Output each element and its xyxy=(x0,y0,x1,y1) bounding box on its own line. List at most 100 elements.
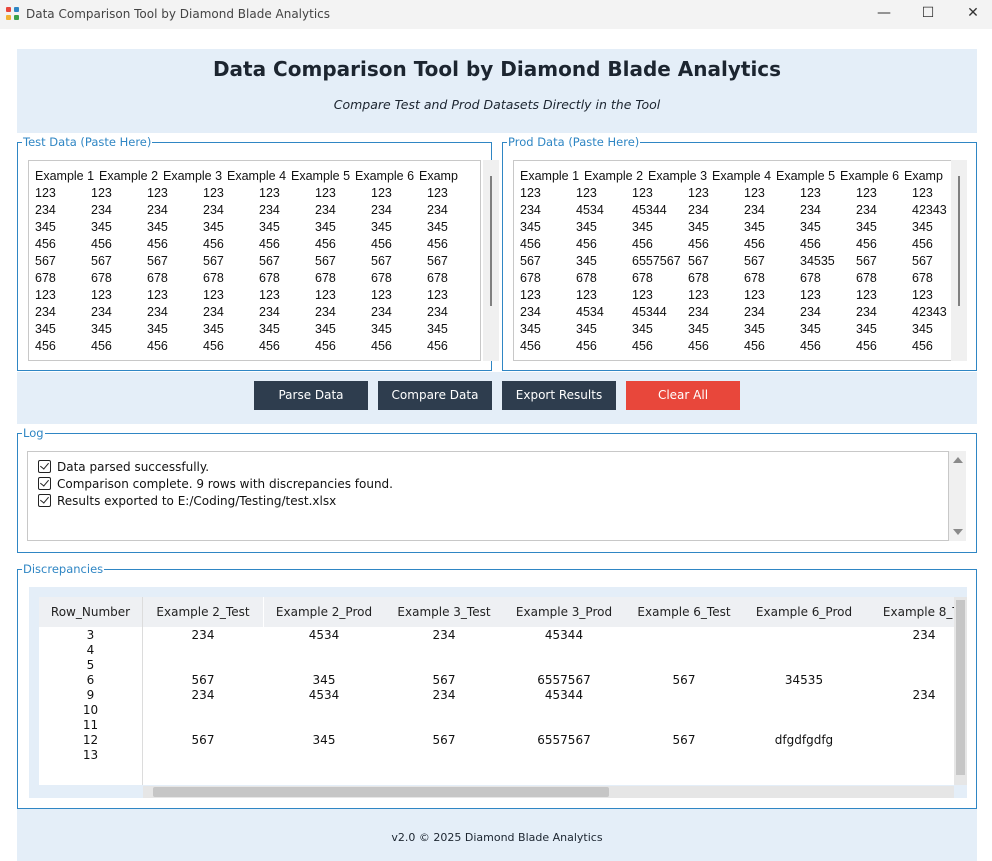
table-cell xyxy=(864,643,954,658)
test-data-group: Test Data (Paste Here) Example 1 Example … xyxy=(17,135,499,371)
table-column-header[interactable]: Example 6_Test xyxy=(624,597,744,627)
table-cell: 345 xyxy=(312,733,336,747)
prod-data-cell: 567 xyxy=(912,254,933,268)
table-cell xyxy=(384,748,504,763)
table-cell xyxy=(744,628,864,643)
prod-data-cell: 345 xyxy=(800,220,821,234)
prod-data-cell: 4534 xyxy=(576,305,604,319)
test-scrollbar-thumb[interactable] xyxy=(490,176,492,306)
test-data-cell: 567 xyxy=(147,254,168,268)
test-data-cell: 123 xyxy=(427,186,448,200)
table-cell xyxy=(384,643,504,658)
test-data-cell: 345 xyxy=(315,322,336,336)
test-data-cell: 345 xyxy=(259,220,280,234)
prod-data-cell: 123 xyxy=(744,288,765,302)
prod-data-cell: 456 xyxy=(856,237,877,251)
discrepancies-table[interactable]: Row_Number Example 2_Test Example 2_Prod Ex… xyxy=(39,597,954,785)
prod-data-cell: 456 xyxy=(520,339,541,353)
test-scrollbar[interactable] xyxy=(483,160,499,361)
table-cell: 45344 xyxy=(544,628,584,642)
test-data-cell: 456 xyxy=(35,339,56,353)
test-data-cell: 123 xyxy=(147,186,168,200)
prod-data-cell: 456 xyxy=(912,339,933,353)
close-icon[interactable]: ✕ xyxy=(967,5,979,21)
table-column-header[interactable]: Example 8_Te xyxy=(864,597,954,627)
test-data-cell: 456 xyxy=(315,339,336,353)
table-cell xyxy=(264,748,384,763)
test-data-cell: 123 xyxy=(147,288,168,302)
prod-data-cell: 123 xyxy=(632,288,653,302)
prod-data-cell: 234 xyxy=(856,305,877,319)
scroll-down-icon[interactable] xyxy=(953,529,963,535)
test-data-textarea[interactable]: Example 1 Example 2 Example 3 Example 4 Exam… xyxy=(28,160,481,361)
compare-data-button[interactable]: Compare Data xyxy=(378,381,492,410)
test-data-row: 456 456 456 456 456 456 456 456 xyxy=(35,236,480,253)
prod-data-cell: 567 xyxy=(744,254,765,268)
table-cell xyxy=(384,718,504,733)
export-results-button[interactable]: Export Results xyxy=(502,381,616,410)
table-hscrollbar-thumb[interactable] xyxy=(153,787,609,797)
row-number-cell: 6 xyxy=(86,673,95,687)
row-number-cell: 3 xyxy=(86,628,95,642)
log-output[interactable]: Data parsed successfully. Comparison com… xyxy=(27,451,949,541)
test-data-cell: 456 xyxy=(147,237,168,251)
log-entry: Results exported to E:/Coding/Testing/te… xyxy=(38,493,336,510)
test-data-cell: 345 xyxy=(203,220,224,234)
table-column-header[interactable]: Example 2_Test xyxy=(143,597,263,627)
test-data-cell: 567 xyxy=(203,254,224,268)
row-number-cell: 11 xyxy=(82,718,99,732)
prod-data-cell: 234 xyxy=(800,203,821,217)
table-vscrollbar-thumb[interactable] xyxy=(956,600,965,775)
table-column-header[interactable]: Row_Number xyxy=(39,597,142,627)
test-data-cell: 456 xyxy=(371,339,392,353)
prod-data-cell: 345 xyxy=(632,322,653,336)
table-column-header[interactable]: Example 3_Prod xyxy=(504,597,624,627)
table-column-header[interactable]: Example 3_Test xyxy=(384,597,504,627)
minimize-icon[interactable]: — xyxy=(877,5,891,21)
prod-header-cell: Example 2 xyxy=(584,169,644,183)
table-cell: 567 xyxy=(432,733,456,747)
table-cell xyxy=(744,658,864,673)
prod-data-cell: 456 xyxy=(576,237,597,251)
table-cell: 45344 xyxy=(544,688,584,702)
test-data-cell: 456 xyxy=(35,237,56,251)
prod-data-cell: 45344 xyxy=(632,305,667,319)
prod-data-textarea[interactable]: Example 1 Example 2 Example 3 Example 4 Exam… xyxy=(513,160,966,361)
prod-data-cell: 45344 xyxy=(632,203,667,217)
prod-data-cell: 345 xyxy=(632,220,653,234)
scroll-up-icon[interactable] xyxy=(953,457,963,463)
prod-data-cell: 34535 xyxy=(800,254,835,268)
table-column-header[interactable]: Example 2_Prod xyxy=(264,597,384,627)
prod-scrollbar-thumb[interactable] xyxy=(958,176,960,306)
test-data-cell: 456 xyxy=(147,339,168,353)
table-cell xyxy=(744,643,864,658)
log-entry-text: Data parsed successfully. xyxy=(57,460,210,474)
prod-scrollbar[interactable] xyxy=(951,160,967,361)
test-data-cell: 234 xyxy=(203,203,224,217)
test-data-cell: 123 xyxy=(315,288,336,302)
table-cell xyxy=(864,748,954,763)
test-data-cell: 678 xyxy=(35,271,56,285)
prod-header-cell: Example 4 xyxy=(712,169,772,183)
maximize-icon[interactable]: ☐ xyxy=(921,5,935,21)
clear-all-button[interactable]: Clear All xyxy=(626,381,740,410)
test-data-cell: 345 xyxy=(91,220,112,234)
prod-data-cell: 345 xyxy=(688,220,709,234)
table-cell xyxy=(624,628,744,643)
test-data-cell: 678 xyxy=(371,271,392,285)
test-data-cell: 123 xyxy=(371,288,392,302)
table-cell xyxy=(624,658,744,673)
table-column-header[interactable]: Example 6_Prod xyxy=(744,597,864,627)
log-scrollbar[interactable] xyxy=(949,451,966,541)
checkbox-icon xyxy=(38,477,51,490)
test-data-cell: 234 xyxy=(315,203,336,217)
table-cell xyxy=(504,748,624,763)
prod-data-cell: 234 xyxy=(688,305,709,319)
parse-data-button[interactable]: Parse Data xyxy=(254,381,368,410)
prod-data-row: 234 4534 45344 234 234 234 234 42343 xyxy=(520,202,965,219)
prod-data-row: 345 345 345 345 345 345 345 345 xyxy=(520,321,965,338)
test-data-cell: 456 xyxy=(259,339,280,353)
test-data-cell: 678 xyxy=(203,271,224,285)
prod-data-cell: 123 xyxy=(912,186,933,200)
test-data-cell: 234 xyxy=(91,305,112,319)
